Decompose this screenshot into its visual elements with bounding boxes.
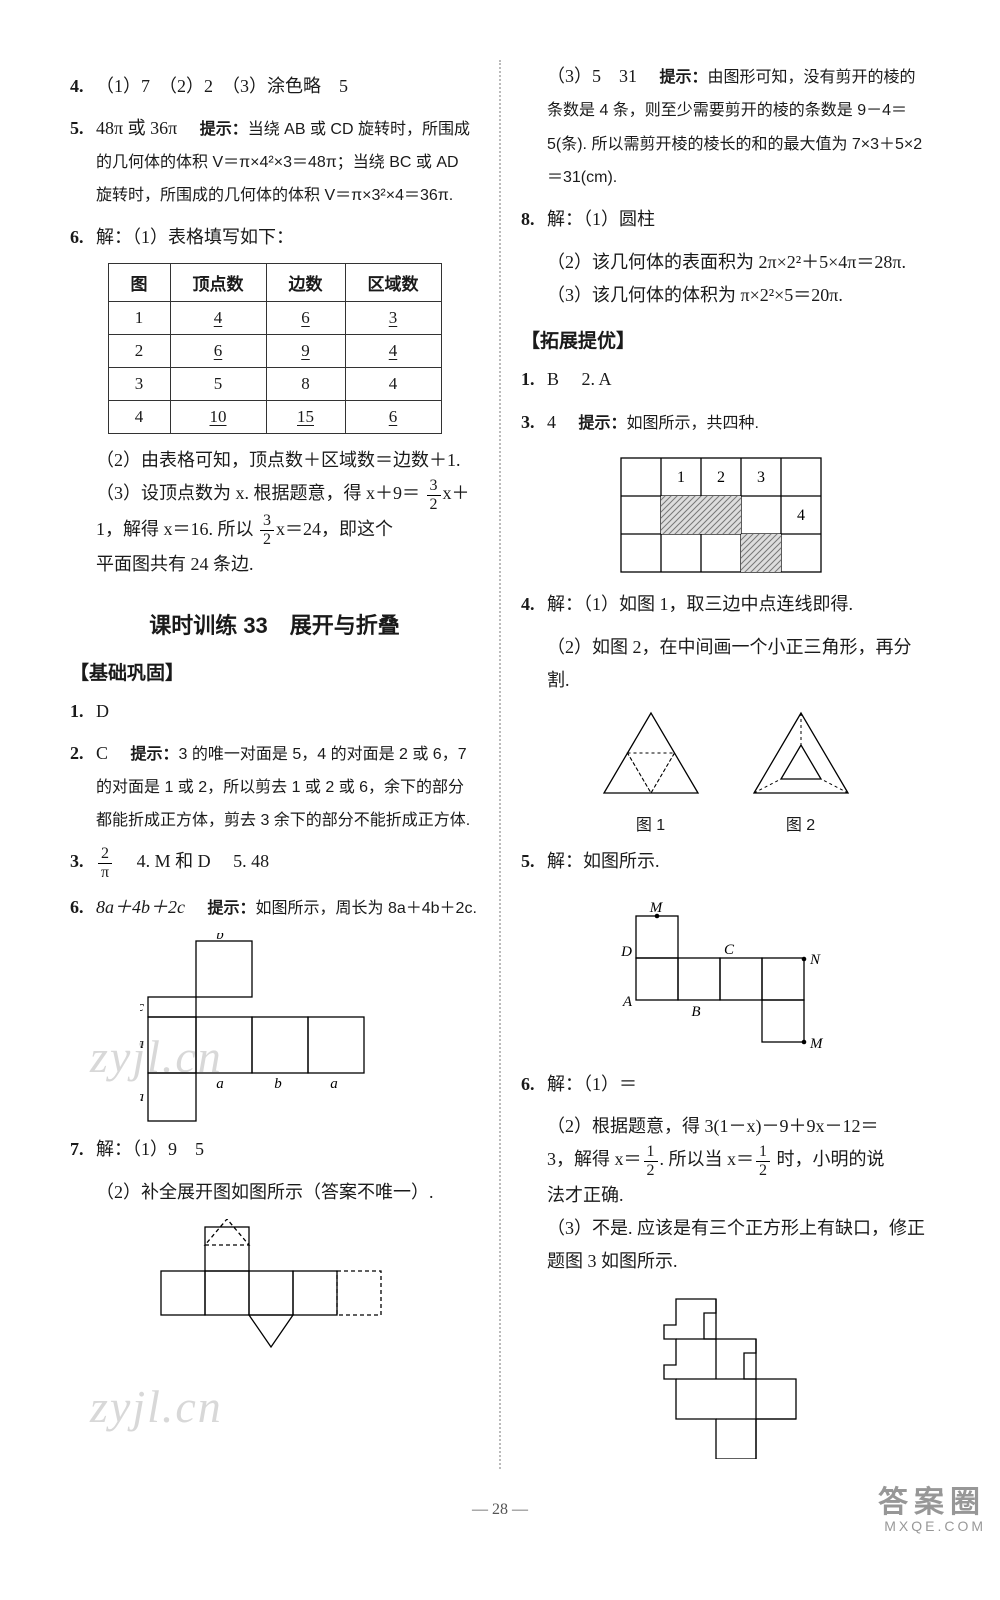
r8-3: （3）该几何体的体积为 π×2²×5＝20π. — [547, 279, 930, 312]
r8-2: （2）该几何体的表面积为 2π×2²＋5×4π＝28π. — [547, 246, 930, 279]
svg-text:c: c — [140, 999, 144, 1015]
svg-text:B: B — [691, 1004, 700, 1020]
e6-2c: 法才正确. — [547, 1179, 930, 1212]
q5: 5. 48π 或 36π 提示：当绕 AB 或 CD 旋转时，所围成的几何体的体… — [70, 112, 479, 210]
svg-text:a: a — [216, 1076, 224, 1092]
ext-head: 【拓展提优】 — [521, 326, 930, 353]
fig-e3: 1 2 3 4 — [611, 448, 841, 578]
hint-label: 提示： — [200, 121, 248, 138]
svg-text:1: 1 — [677, 469, 685, 486]
vertex-table: 图顶点数边数区域数 146326943584410156 — [108, 263, 442, 434]
watermark-2: zyjl.cn — [90, 1380, 223, 1433]
svg-text:N: N — [809, 952, 821, 968]
svg-text:a: a — [140, 1089, 144, 1105]
e6-3: （3）不是. 应该是有三个正方形上有缺口，修正题图 3 如图所示. — [547, 1212, 930, 1279]
e1-2: 1.B 2. A — [521, 363, 930, 395]
svg-text:4: 4 — [797, 507, 805, 524]
e5: 5. 解：如图所示. — [521, 845, 930, 877]
q6-p3: （3）设顶点数为 x. 根据题意，得 x＋9＝ 32x＋1，解得 x＝16. 所… — [96, 477, 479, 548]
r-cont: （3）5 31 提示：由图形可知，没有剪开的棱的条数是 4 条，则至少需要剪开的… — [547, 60, 930, 193]
b2: 2. C 提示：3 的唯一对面是 5，4 的对面是 2 或 6，7 的对面是 1… — [70, 737, 479, 835]
q4-body: （1）7 （2）2 （3）涂色略 5 — [96, 70, 479, 102]
basic-head: 【基础巩固】 — [70, 658, 479, 685]
page-number: — 28 — — [0, 1501, 1000, 1519]
corner-watermark: 答案圈 MXQE.COM — [878, 1486, 986, 1534]
svg-text:M: M — [809, 1036, 824, 1052]
left-column: 4. （1）7 （2）2 （3）涂色略 5 5. 48π 或 36π 提示：当绕… — [50, 60, 501, 1469]
svg-text:a: a — [330, 1076, 338, 1092]
b7-2: （2）补全展开图如图所示（答案不唯一）. — [96, 1176, 479, 1209]
e6-2a: （2）根据题意，得 3(1－x)－9＋9x－12＝ — [547, 1110, 930, 1143]
e6-2b: 3，解得 x＝12. 所以当 x＝12 时，小明的说 — [547, 1143, 930, 1178]
b7: 7. 解：（1）9 5 — [70, 1133, 479, 1165]
fig-e6 — [626, 1289, 826, 1459]
e4: 4. 解：（1）如图 1，取三边中点连线即得. — [521, 588, 930, 620]
q6: 6. 解：（1）表格填写如下： — [70, 221, 479, 253]
q4: 4. （1）7 （2）2 （3）涂色略 5 — [70, 70, 479, 102]
svg-text:A: A — [621, 994, 632, 1010]
b3-5: 3. 2π 4. M 和 D 5. 48 — [70, 845, 479, 880]
svg-text:a: a — [140, 1036, 144, 1052]
svg-text:b: b — [274, 1076, 282, 1092]
q6-head: 解：（1）表格填写如下： — [96, 221, 479, 253]
svg-text:2: 2 — [717, 469, 725, 486]
svg-text:D: D — [620, 944, 632, 960]
fig-b7 — [145, 1219, 405, 1349]
fig-b6: b c a a a b a — [140, 933, 410, 1123]
svg-text:M: M — [648, 900, 663, 916]
r8: 8. 解：（1）圆柱 — [521, 203, 930, 235]
e4-2: （2）如图 2，在中间画一个小正三角形，再分割. — [547, 631, 930, 698]
q6-p2: （2）由表格可知，顶点数＋区域数＝边数＋1. — [96, 444, 479, 477]
section-title: 课时训练 33 展开与折叠 — [70, 608, 479, 640]
svg-text:C: C — [724, 942, 735, 958]
fig-e4: 图 1 图 2 — [521, 707, 930, 835]
q5-ans: 48π 或 36π — [96, 118, 195, 138]
b6: 6. 8a＋4b＋2c 提示：如图所示，周长为 8a＋4b＋2c. — [70, 891, 479, 924]
b1: 1.D — [70, 695, 479, 727]
q6-p3d: 平面图共有 24 条边. — [96, 548, 479, 581]
right-column: （3）5 31 提示：由图形可知，没有剪开的棱的条数是 4 条，则至少需要剪开的… — [501, 60, 950, 1469]
svg-text:b: b — [216, 933, 224, 943]
e3: 3. 4 提示：如图所示，共四种. — [521, 406, 930, 439]
fig-e5: M D C A B N M — [596, 888, 856, 1058]
e6: 6. 解：（1）＝ — [521, 1068, 930, 1100]
svg-text:3: 3 — [757, 469, 765, 486]
